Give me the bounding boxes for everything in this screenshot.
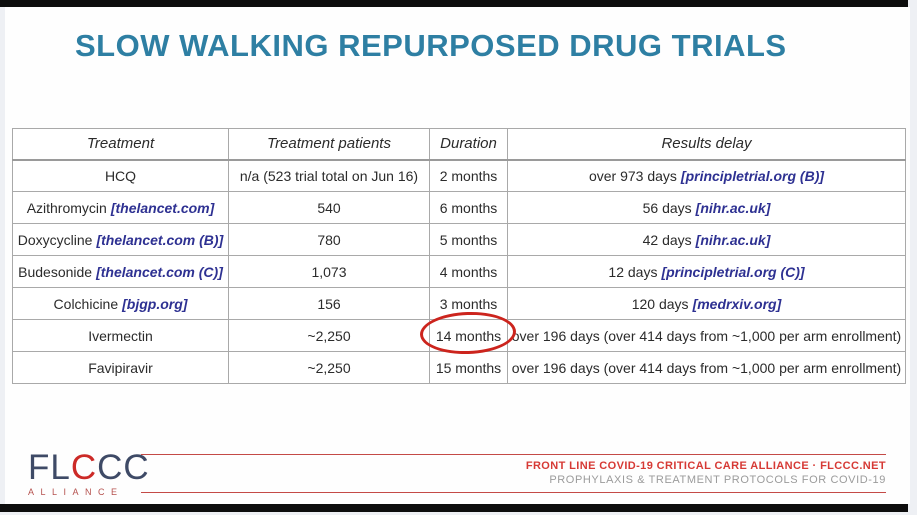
treatment-name: Favipiravir [88, 359, 153, 376]
footer-alliance-line: FRONT LINE COVID-19 CRITICAL CARE ALLIAN… [526, 460, 886, 474]
delay-link[interactable]: [nihr.ac.uk] [695, 199, 771, 216]
treatment-name: Ivermectin [88, 327, 153, 344]
delay-link[interactable]: [principletrial.org (C)] [661, 263, 805, 280]
col-header-duration: Duration [429, 128, 508, 161]
table-row-azithromycin: Azithromycin [thelancet.com] 540 6 months… [12, 191, 906, 224]
flccc-net-link[interactable]: FLCCC.NET [820, 460, 886, 472]
delay-text: 56 days [642, 199, 692, 216]
duration-cell: 6 months [429, 191, 508, 224]
footer-protocols-line: PROPHYLAXIS & TREATMENT PROTOCOLS FOR CO… [549, 473, 886, 486]
patients-cell: 540 [228, 191, 430, 224]
table-row-ivermectin: Ivermectin ~2,250 14 months over 196 day… [12, 319, 906, 352]
treatment-cell: Favipiravir [12, 351, 229, 384]
flccc-logo-wordmark: FLCCC [28, 448, 149, 487]
patients-cell: ~2,250 [228, 319, 430, 352]
duration-cell: 4 months [429, 255, 508, 288]
logo-letters-cc: CC [97, 448, 150, 487]
col-header-patients: Treatment patients [228, 128, 430, 161]
delay-text: over 196 days (over 414 days from ~1,000… [511, 327, 902, 344]
patients-cell: ~2,250 [228, 351, 430, 384]
logo-letter-c-red: C [70, 448, 98, 487]
page-title: SLOW WALKING REPURPOSED DRUG TRIALS [75, 28, 787, 63]
delay-cell: over 196 days (over 414 days from ~1,000… [507, 351, 906, 384]
treatment-cell: Azithromycin [thelancet.com] [12, 191, 229, 224]
delay-cell: over 973 days [principletrial.org (B)] [507, 159, 906, 192]
delay-cell: 12 days [principletrial.org (C)] [507, 255, 906, 288]
treatment-name: Azithromycin [26, 199, 107, 216]
treatment-cell: HCQ [12, 159, 229, 192]
footer-text-block: FRONT LINE COVID-19 CRITICAL CARE ALLIAN… [526, 460, 886, 488]
treatment-cell: Budesonide [thelancet.com (C)] [12, 255, 229, 288]
treatment-name: Doxycycline [17, 231, 93, 248]
treatment-name: Colchicine [53, 295, 119, 312]
treatment-name: Budesonide [18, 263, 93, 280]
table-header-row: Treatment Treatment patients Duration Re… [12, 128, 906, 161]
duration-cell: 5 months [429, 223, 508, 256]
table-row-doxycycline: Doxycycline [thelancet.com (B)] 780 5 mon… [12, 223, 906, 256]
logo-letters-fl: FL [28, 448, 71, 487]
treatment-link[interactable]: [bjgp.org] [122, 295, 188, 312]
patients-cell: 156 [228, 287, 430, 320]
treatment-cell: Colchicine [bjgp.org] [12, 287, 229, 320]
delay-link[interactable]: [medrxiv.org] [692, 295, 782, 312]
delay-link[interactable]: [nihr.ac.uk] [695, 231, 771, 248]
duration-cell: 15 months [429, 351, 508, 384]
table-row-colchicine: Colchicine [bjgp.org] 156 3 months 120 da… [12, 287, 906, 320]
treatment-link[interactable]: [thelancet.com (C)] [96, 263, 223, 280]
footer-rule-top [141, 454, 886, 455]
treatment-link[interactable]: [thelancet.com (B)] [96, 231, 224, 248]
treatment-cell: Doxycycline [thelancet.com (B)] [12, 223, 229, 256]
duration-cell: 3 months [429, 287, 508, 320]
table-row-hcq: HCQ n/a (523 trial total on Jun 16) 2 mo… [12, 159, 906, 192]
table-row-favipiravir: Favipiravir ~2,250 15 months over 196 da… [12, 351, 906, 384]
delay-text: 120 days [631, 295, 689, 312]
patients-cell: n/a (523 trial total on Jun 16) [228, 159, 430, 192]
flccc-logo-subtitle: ALLIANCE [28, 487, 124, 497]
footer-rule-bottom [141, 492, 886, 493]
duration-cell: 2 months [429, 159, 508, 192]
treatment-cell: Ivermectin [12, 319, 229, 352]
flccc-logo: FLCCC ALLIANCE [28, 448, 149, 497]
footer-alliance-text: FRONT LINE COVID-19 CRITICAL CARE ALLIAN… [525, 460, 821, 472]
delay-cell: 56 days [nihr.ac.uk] [507, 191, 906, 224]
treatment-name: HCQ [104, 167, 137, 184]
delay-text: over 196 days (over 414 days from ~1,000… [511, 359, 902, 376]
bottom-letterbox-bar [0, 504, 908, 512]
patients-cell: 780 [228, 223, 430, 256]
delay-text: 12 days [608, 263, 658, 280]
delay-cell: over 196 days (over 414 days from ~1,000… [507, 319, 906, 352]
col-header-delay: Results delay [507, 128, 906, 161]
treatment-link[interactable]: [thelancet.com] [110, 199, 215, 216]
delay-link[interactable]: [principletrial.org (B)] [680, 167, 825, 184]
delay-text: 42 days [642, 231, 692, 248]
col-header-treatment: Treatment [12, 128, 229, 161]
delay-cell: 120 days [medrxiv.org] [507, 287, 906, 320]
table-row-budesonide: Budesonide [thelancet.com (C)] 1,073 4 mo… [12, 255, 906, 288]
drug-trials-table: Treatment Treatment patients Duration Re… [12, 128, 906, 384]
patients-cell: 1,073 [228, 255, 430, 288]
delay-cell: 42 days [nihr.ac.uk] [507, 223, 906, 256]
duration-cell-circled: 14 months [429, 319, 508, 352]
delay-text: over 973 days [588, 167, 677, 184]
top-letterbox-bar [0, 0, 908, 7]
